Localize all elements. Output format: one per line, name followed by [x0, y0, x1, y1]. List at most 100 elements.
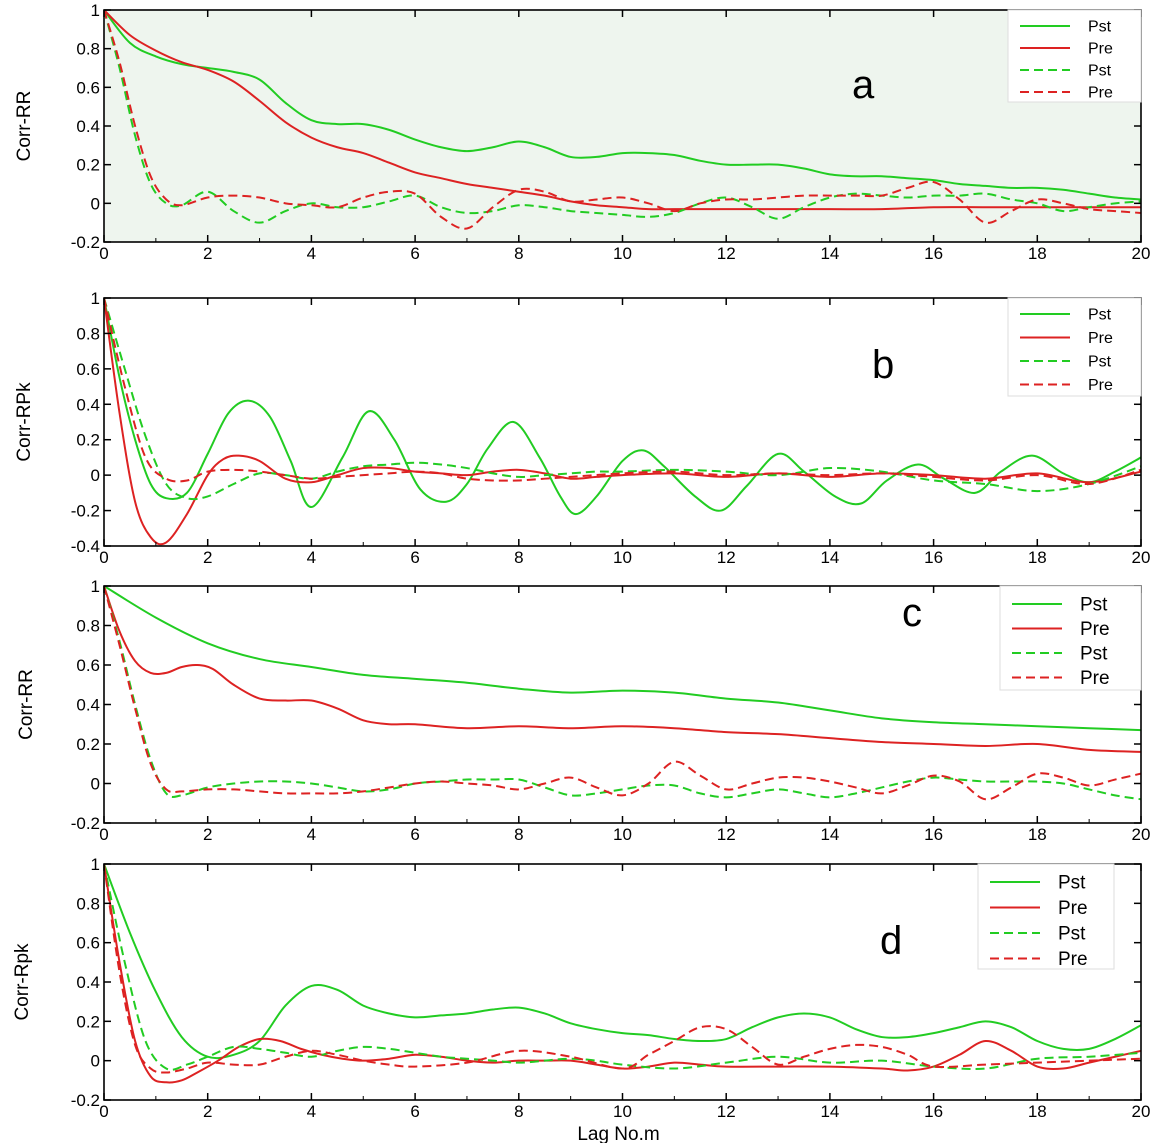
- x-tick-label: 16: [924, 244, 943, 263]
- x-tick-label: 6: [410, 548, 419, 567]
- x-tick-label: 16: [924, 825, 943, 844]
- y-tick-label: 0.6: [76, 360, 100, 379]
- x-tick-label: 20: [1132, 1102, 1151, 1121]
- x-tick-label: 6: [410, 825, 419, 844]
- y-tick-label: 0.4: [76, 973, 100, 992]
- x-tick-label: 20: [1132, 244, 1151, 263]
- y-tick-label: 1: [91, 855, 100, 874]
- x-tick-label: 2: [203, 825, 212, 844]
- x-tick-label: 14: [820, 825, 839, 844]
- x-tick-label: 4: [307, 1102, 316, 1121]
- y-axis-label: Corr-RR: [16, 669, 37, 740]
- x-tick-label: 12: [717, 1102, 736, 1121]
- legend-label-3: Pre: [1088, 85, 1113, 102]
- x-tick-label: 20: [1132, 548, 1151, 567]
- y-tick-label: -0.2: [71, 502, 100, 521]
- series-line-3-dashed-pre: [104, 586, 1141, 801]
- legend-label-2: Pst: [1088, 63, 1112, 80]
- x-tick-label: 18: [1028, 244, 1047, 263]
- x-tick-label: 6: [410, 1102, 419, 1121]
- y-tick-label: 0.8: [76, 324, 100, 343]
- x-tick-label: 18: [1028, 548, 1047, 567]
- y-tick-label: 0.2: [76, 156, 100, 175]
- series-group: [104, 586, 1141, 801]
- x-tick-label: 0: [99, 244, 108, 263]
- y-tick-label: 0.4: [76, 696, 100, 715]
- x-tick-label: 12: [717, 825, 736, 844]
- x-tick-label: 18: [1028, 1102, 1047, 1121]
- panel-letter: a: [852, 63, 875, 107]
- x-tick-label: 20: [1132, 825, 1151, 844]
- legend-label-3: Pre: [1088, 377, 1113, 394]
- x-axis-label: Lag No.m: [577, 1124, 659, 1143]
- x-tick-label: 12: [717, 244, 736, 263]
- x-tick-label: 10: [613, 1102, 632, 1121]
- x-tick-label: 2: [203, 548, 212, 567]
- x-tick-label: 8: [514, 244, 523, 263]
- legend-label-2: Pst: [1058, 924, 1086, 945]
- series-line-0-solid-pst: [104, 864, 1141, 1060]
- x-tick-label: 14: [820, 1102, 839, 1121]
- legend: Pst Pre Pst Pre: [999, 585, 1142, 691]
- legend-label-3: Pre: [1058, 949, 1088, 970]
- legend: Pst Pre Pst Pre: [977, 863, 1115, 970]
- y-tick-label: 0: [91, 775, 100, 794]
- y-tick-label: 0: [91, 466, 100, 485]
- series-line-3-dashed-pre: [104, 298, 1141, 486]
- series-line-2-dashed-pst: [104, 10, 1141, 224]
- y-tick-label: 0.4: [76, 117, 100, 136]
- legend-label-0: Pst: [1058, 873, 1086, 894]
- series-line-2-dashed-pst: [104, 864, 1141, 1071]
- series-group: [104, 298, 1141, 546]
- legend-label-0: Pst: [1088, 19, 1112, 36]
- y-tick-label: 0: [91, 1052, 100, 1071]
- y-axis-label: Corr-RR: [14, 91, 35, 162]
- y-tick-label: -0.2: [71, 814, 100, 833]
- series-line-1-solid-pre: [104, 10, 1141, 211]
- x-tick-label: 16: [924, 548, 943, 567]
- y-tick-label: 0.6: [76, 78, 100, 97]
- legend-box: [977, 863, 1115, 970]
- y-tick-label: 0.6: [76, 656, 100, 675]
- x-tick-label: 8: [514, 825, 523, 844]
- series-line-2-dashed-pst: [104, 586, 1141, 801]
- legend-label-0: Pst: [1088, 307, 1112, 324]
- legend-box: [999, 585, 1142, 691]
- x-tick-label: 0: [99, 825, 108, 844]
- x-tick-label: 2: [203, 244, 212, 263]
- legend-box: [1007, 297, 1142, 397]
- y-tick-label: 0.8: [76, 617, 100, 636]
- series-line-0-solid-pst: [104, 586, 1141, 732]
- x-tick-label: 4: [307, 548, 316, 567]
- x-tick-label: 14: [820, 548, 839, 567]
- x-tick-label: 4: [307, 825, 316, 844]
- series-line-0-solid-pst: [104, 10, 1141, 201]
- series-group: [104, 10, 1141, 230]
- plot-area: [104, 298, 1141, 546]
- y-tick-label: 1: [91, 289, 100, 308]
- x-tick-label: 2: [203, 1102, 212, 1121]
- y-tick-label: -0.2: [71, 1091, 100, 1110]
- legend-label-1: Pre: [1080, 619, 1110, 640]
- y-tick-label: 0: [91, 194, 100, 213]
- series-line-2-dashed-pst: [104, 298, 1141, 501]
- y-tick-label: 1: [91, 577, 100, 596]
- x-tick-label: 6: [410, 244, 419, 263]
- legend-label-1: Pre: [1058, 898, 1088, 919]
- panel-d: 0 2 4 6 8 10 12 14 16 18 20-0.200.20.40.60.81Corr-…: [12, 855, 1150, 1143]
- legend-label-2: Pst: [1080, 644, 1108, 665]
- series-group: [104, 864, 1141, 1084]
- y-tick-label: 0.2: [76, 431, 100, 450]
- series-line-1-solid-pre: [104, 586, 1141, 753]
- y-tick-label: 0.4: [76, 395, 100, 414]
- panel-letter: b: [872, 343, 894, 387]
- plot-area: [104, 586, 1141, 823]
- legend-label-2: Pst: [1088, 354, 1112, 371]
- panel-letter: d: [880, 919, 902, 963]
- x-tick-label: 10: [613, 548, 632, 567]
- legend-label-1: Pre: [1088, 330, 1113, 347]
- legend-label-0: Pst: [1080, 595, 1108, 616]
- legend-box: [1007, 9, 1142, 103]
- panel-b: 0 2 4 6 8 10 12 14 16 18 20 -0.4 -0.2 0 0.2 0.4 0.6 0.8 1 C…: [14, 289, 1150, 567]
